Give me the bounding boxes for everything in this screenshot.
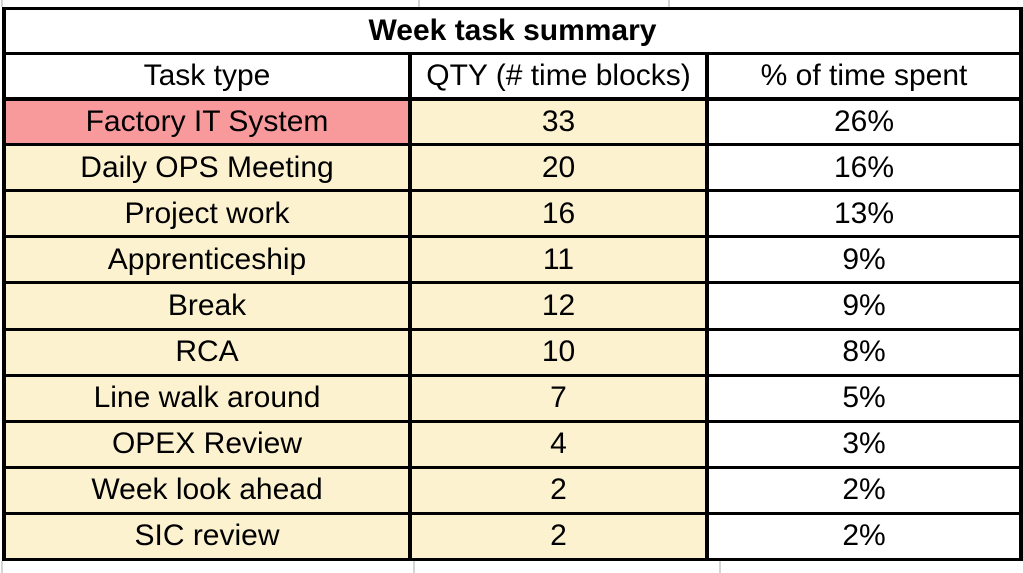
cell-pct: 13% xyxy=(704,189,1023,239)
cell-pct: 8% xyxy=(704,327,1023,377)
column-header-pct: % of time spent xyxy=(704,52,1023,101)
table-row: Factory IT System 33 26% xyxy=(2,97,1023,147)
cell-task: Apprenticeship xyxy=(2,235,412,285)
table-row: RCA 10 8% xyxy=(2,327,1023,377)
cell-task-highlighted: Factory IT System xyxy=(2,97,412,147)
cell-qty: 11 xyxy=(408,235,709,285)
column-header-task-type: Task type xyxy=(2,52,412,101)
cell-pct: 26% xyxy=(704,97,1023,147)
cell-qty: 16 xyxy=(408,189,709,239)
table-row: Break 12 9% xyxy=(2,281,1023,331)
table-row: SIC review 2 2% xyxy=(2,511,1023,562)
table-row: Project work 16 13% xyxy=(2,189,1023,239)
cell-task: RCA xyxy=(2,327,412,377)
cell-qty: 33 xyxy=(408,97,709,147)
sheet-gridline xyxy=(719,561,721,573)
sheet-gridline xyxy=(418,0,420,7)
sheet-gridline xyxy=(413,561,415,573)
cell-task: Project work xyxy=(2,189,412,239)
cell-pct: 2% xyxy=(704,465,1023,515)
cell-qty: 2 xyxy=(408,465,709,515)
table-row: Week look ahead 2 2% xyxy=(2,465,1023,515)
cell-task: Line walk around xyxy=(2,373,412,423)
table-row: Apprenticeship 11 9% xyxy=(2,235,1023,285)
cell-pct: 2% xyxy=(704,511,1023,562)
cell-task: OPEX Review xyxy=(2,419,412,469)
cell-qty: 10 xyxy=(408,327,709,377)
cell-task: SIC review xyxy=(2,511,412,562)
week-task-summary-table: Week task summary Task type QTY (# time … xyxy=(1,6,1023,562)
sheet-gridline xyxy=(668,0,670,7)
cell-qty: 2 xyxy=(408,511,709,562)
cell-task: Break xyxy=(2,281,412,331)
table-row: OPEX Review 4 3% xyxy=(2,419,1023,469)
sheet-gridline xyxy=(1,561,3,573)
column-header-qty: QTY (# time blocks) xyxy=(408,52,709,101)
cell-qty: 4 xyxy=(408,419,709,469)
table-title: Week task summary xyxy=(1,6,1023,56)
table-header-row: Task type QTY (# time blocks) % of time … xyxy=(2,52,1023,101)
cell-pct: 16% xyxy=(704,143,1023,193)
cell-task: Daily OPS Meeting xyxy=(2,143,412,193)
cell-pct: 9% xyxy=(704,235,1023,285)
cell-pct: 3% xyxy=(704,419,1023,469)
table-row: Daily OPS Meeting 20 16% xyxy=(2,143,1023,193)
cell-qty: 20 xyxy=(408,143,709,193)
cell-qty: 7 xyxy=(408,373,709,423)
cell-task: Week look ahead xyxy=(2,465,412,515)
cell-pct: 5% xyxy=(704,373,1023,423)
cell-qty: 12 xyxy=(408,281,709,331)
sheet-gridline xyxy=(1,0,3,7)
cell-pct: 9% xyxy=(704,281,1023,331)
table-row: Line walk around 7 5% xyxy=(2,373,1023,423)
table-title-row: Week task summary xyxy=(1,6,1023,56)
